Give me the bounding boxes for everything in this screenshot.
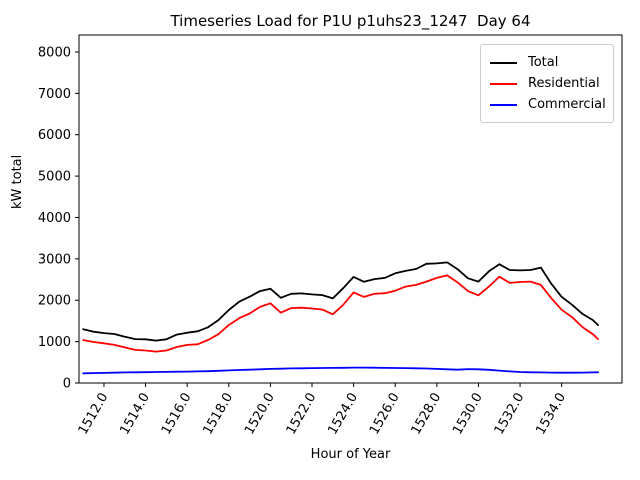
x-tick-label: 1526.0 [367, 391, 403, 438]
x-tick-label: 1516.0 [159, 391, 195, 438]
x-tick-label: 1518.0 [201, 391, 237, 438]
legend-label-residential: Residential [528, 76, 600, 91]
y-tick-label: 2000 [38, 294, 71, 309]
x-axis-label: Hour of Year [310, 447, 391, 462]
axes-frame [78, 34, 623, 384]
y-tick-label: 4000 [38, 211, 71, 226]
x-tick-label: 1514.0 [117, 391, 153, 438]
x-tick-label: 1522.0 [284, 391, 320, 438]
y-tick-label: 0 [63, 377, 71, 392]
series-line-residential [82, 274, 599, 353]
legend-line-sample-total [490, 61, 517, 64]
legend-label-total: Total [528, 55, 559, 70]
y-tick-label: 5000 [38, 170, 71, 185]
y-tick-label: 7000 [38, 87, 71, 102]
x-tick-label: 1534.0 [533, 391, 569, 438]
legend-entry-residential: Residential [490, 73, 604, 94]
chart-title: Timeseries Load for P1U p1uhs23_1247 Day… [170, 12, 531, 30]
y-tick-label: 6000 [38, 128, 71, 143]
x-tick-label: 1520.0 [242, 391, 278, 438]
x-tick-label: 1532.0 [492, 391, 528, 438]
y-tick-label: 3000 [38, 252, 71, 267]
series-line-commercial [82, 366, 599, 375]
legend-line-sample-residential [490, 82, 517, 85]
legend: Total Residential Commercial [480, 44, 614, 123]
y-tick-label: 1000 [38, 335, 71, 350]
legend-label-commercial: Commercial [528, 97, 606, 112]
x-tick-label: 1528.0 [409, 391, 445, 438]
legend-entry-total: Total [490, 52, 604, 73]
series-line-total [82, 261, 599, 342]
y-tick-label: 8000 [38, 45, 71, 60]
x-tick-label: 1512.0 [76, 391, 112, 438]
x-tick-label: 1524.0 [325, 391, 361, 438]
x-tick-label: 1530.0 [450, 390, 486, 437]
legend-entry-commercial: Commercial [490, 94, 606, 115]
legend-line-sample-commercial [490, 103, 517, 106]
